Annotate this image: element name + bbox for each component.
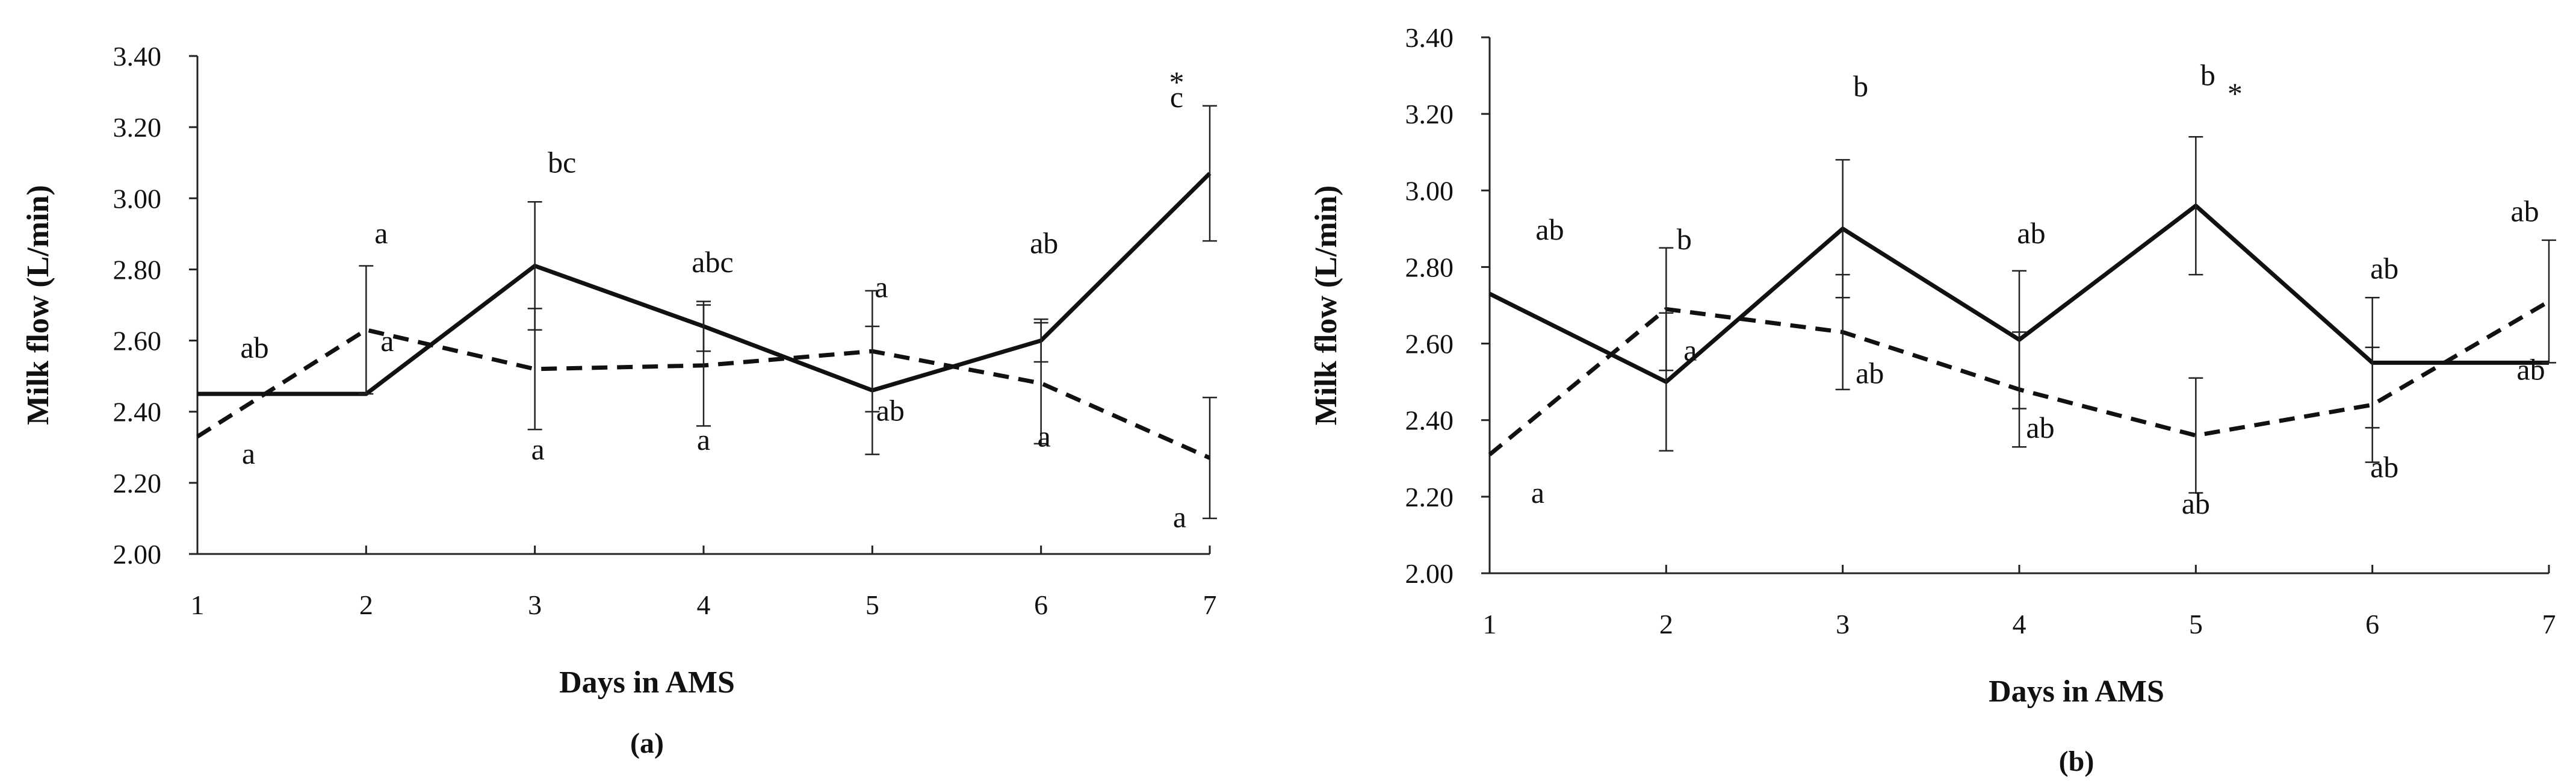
x-tick-label: 4: [2013, 609, 2026, 639]
x-tick-label: 1: [191, 590, 205, 620]
significance-letter: b: [1677, 222, 1692, 256]
significance-letter: abc: [692, 245, 733, 279]
y-tick-label: 2.00: [113, 539, 162, 570]
significance-letter: ab: [2370, 251, 2398, 285]
y-tick-label: 2.60: [1405, 329, 1454, 359]
panel-label: (b): [2059, 745, 2095, 777]
significance-letter: ab: [240, 331, 268, 364]
significance-letter: a: [380, 324, 394, 358]
y-tick-label: 3.20: [1405, 99, 1454, 129]
significance-asterisk: *: [1169, 65, 1184, 99]
y-tick-label: 2.80: [1405, 252, 1454, 282]
significance-letter: ab: [1856, 356, 1884, 390]
y-tick-label: 2.20: [113, 468, 162, 499]
significance-letter: a: [1038, 419, 1051, 453]
significance-letter: c: [1170, 80, 1183, 114]
y-axis-title: Milk flow (L/min): [1309, 185, 1343, 426]
significance-letter: b: [1853, 69, 1868, 103]
y-tick-label: 3.40: [1405, 22, 1454, 53]
x-tick-label: 5: [2189, 609, 2203, 639]
significance-letter: a: [531, 432, 545, 466]
significance-letter: bc: [548, 146, 576, 179]
y-tick-label: 2.40: [113, 397, 162, 428]
y-tick-label: 2.00: [1405, 558, 1454, 589]
significance-letter: ab: [2182, 487, 2210, 520]
significance-letter: ab: [2516, 353, 2545, 387]
x-tick-label: 3: [528, 590, 542, 620]
y-tick-label: 2.60: [113, 326, 162, 356]
y-tick-label: 3.20: [113, 112, 162, 143]
chart-panel-2: 2.00 2.20 2.40 2.60 2.80 3.00 3.20 3.40 1 2 3 4 5 6 7 D…: [1309, 22, 2556, 777]
significance-letter: a: [697, 423, 710, 456]
significance-letter: a: [242, 437, 255, 470]
significance-letter: ab: [2510, 194, 2539, 228]
chart-panel-1: 2.00 2.20 2.40 2.60 2.80 3.00 3.20 3.40 1 2 3 4 5 6 7 D…: [21, 41, 1217, 759]
x-tick-label: 3: [1836, 609, 1850, 639]
significance-letter: a: [875, 270, 888, 303]
x-tick-label: 5: [865, 590, 879, 620]
x-tick-label: 4: [697, 590, 711, 620]
significance-letter: a: [1683, 333, 1697, 367]
x-tick-label: 2: [1659, 609, 1673, 639]
x-tick-label: 1: [1483, 609, 1497, 639]
y-tick-label: 3.40: [113, 41, 162, 72]
significance-letter: a: [1173, 500, 1186, 534]
x-tick-label: 6: [2365, 609, 2379, 639]
x-tick-label: 7: [2542, 609, 2556, 639]
x-tick-label: 7: [1203, 590, 1217, 620]
panel-label: (a): [630, 727, 664, 759]
y-tick-label: 3.00: [113, 183, 162, 214]
x-tick-label: 6: [1034, 590, 1048, 620]
significance-letter: b: [2200, 58, 2215, 92]
significance-asterisk: *: [2228, 76, 2243, 110]
significance-letter: a: [1531, 476, 1544, 509]
x-axis-title: Days in AMS: [559, 665, 735, 700]
y-tick-label: 2.80: [113, 254, 162, 285]
y-tick-label: 3.00: [1405, 175, 1454, 206]
significance-letter: ab: [876, 393, 905, 427]
significance-letter: ab: [1030, 226, 1058, 260]
y-tick-label: 2.20: [1405, 482, 1454, 512]
significance-letter: ab: [2026, 411, 2054, 444]
significance-letter: ab: [2017, 216, 2045, 250]
y-axis-title: Milk flow (L/min): [21, 185, 55, 425]
significance-letter: a: [374, 216, 388, 250]
significance-letter: ab: [1535, 213, 1564, 246]
significance-letter: ab: [2370, 450, 2398, 484]
x-tick-label: 2: [359, 590, 373, 620]
x-axis-title: Days in AMS: [1989, 674, 2164, 709]
y-tick-label: 2.40: [1405, 405, 1454, 436]
